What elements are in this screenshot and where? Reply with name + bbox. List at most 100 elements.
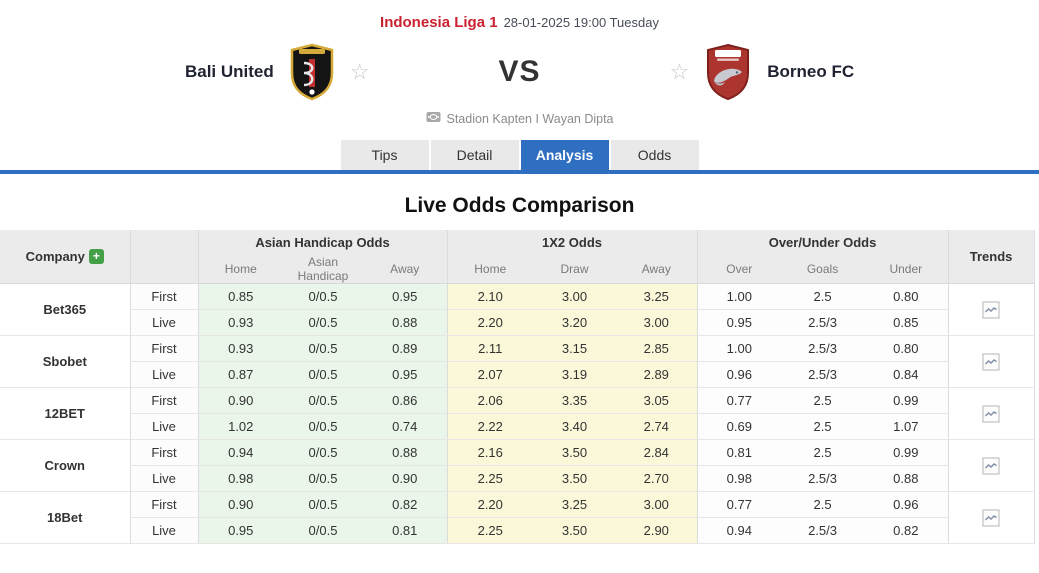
x12-home-odds: 2.06 xyxy=(446,387,533,414)
odds-row-bet365-live: Live 0.93 0/0.5 0.88 2.20 3.20 3.00 0.95 2.5/3 0.… xyxy=(0,309,1034,336)
odds-row-18bet-live: Live 0.95 0/0.5 0.81 2.25 3.50 2.90 0.94 2.5/3 0.… xyxy=(0,517,1034,544)
ou-goals: 2.5/3 xyxy=(781,309,865,336)
x12-home-header: Home xyxy=(446,255,533,284)
x12-away-odds: 2.84 xyxy=(616,439,698,466)
ou-under-odds: 0.85 xyxy=(864,309,949,336)
stadium-icon xyxy=(426,111,441,126)
trends-cell[interactable] xyxy=(947,283,1035,336)
ou-goals: 2.5/3 xyxy=(781,361,865,388)
ah-handicap: 0/0.5 xyxy=(283,491,363,518)
tab-detail[interactable]: Detail xyxy=(430,140,519,170)
row-type-label: First xyxy=(129,387,198,414)
company-name[interactable]: Bet365 xyxy=(0,283,130,336)
x12-draw-odds: 3.50 xyxy=(533,517,616,544)
ah-home-odds: 1.02 xyxy=(197,413,283,440)
ah-handicap: 0/0.5 xyxy=(283,335,363,362)
ou-goals: 2.5/3 xyxy=(781,517,865,544)
tab-analysis[interactable]: Analysis xyxy=(520,140,609,170)
home-favorite-star-icon[interactable]: ☆ xyxy=(349,59,370,84)
ou-over-odds: 0.77 xyxy=(696,387,782,414)
company-name[interactable]: Crown xyxy=(0,439,130,492)
ou-over-odds: 0.94 xyxy=(696,517,782,544)
ou-over-odds: 1.00 xyxy=(696,335,782,362)
company-column-header: Company + xyxy=(0,230,130,284)
ah-home-odds: 0.93 xyxy=(197,335,283,362)
trends-chart-icon[interactable] xyxy=(982,457,1000,475)
x12-away-odds: 2.90 xyxy=(616,517,698,544)
x12-away-odds: 2.70 xyxy=(616,465,698,492)
ah-home-odds: 0.90 xyxy=(197,491,283,518)
x12-away-odds: 3.25 xyxy=(616,283,698,310)
x12-draw-odds: 3.25 xyxy=(533,491,616,518)
ou-over-header: Over xyxy=(696,255,782,284)
1x2-group-header: 1X2 Odds xyxy=(446,230,698,255)
x12-home-odds: 2.20 xyxy=(446,309,533,336)
company-name[interactable]: Sbobet xyxy=(0,335,130,388)
trends-chart-icon[interactable] xyxy=(982,353,1000,371)
x12-draw-odds: 3.50 xyxy=(533,439,616,466)
odds-row-18bet-first: 18Bet First 0.90 0/0.5 0.82 2.20 3.25 3.00 0.77 2… xyxy=(0,491,1035,544)
row-type-label: First xyxy=(129,335,198,362)
ah-away-odds: 0.81 xyxy=(363,517,447,544)
league-name[interactable]: Indonesia Liga 1 xyxy=(380,14,498,31)
trends-cell[interactable] xyxy=(947,491,1035,544)
x12-home-odds: 2.25 xyxy=(446,517,533,544)
ou-over-odds: 0.95 xyxy=(696,309,782,336)
ou-under-odds: 1.07 xyxy=(864,413,949,440)
x12-away-odds: 3.00 xyxy=(616,309,698,336)
row-type-label: First xyxy=(129,283,198,310)
row-type-label: First xyxy=(129,439,198,466)
stadium-name: Stadion Kapten I Wayan Dipta xyxy=(446,111,614,126)
odds-row-crown-live: Live 0.98 0/0.5 0.90 2.25 3.50 2.70 0.98 2.5/3 0.… xyxy=(0,465,1034,492)
x12-away-header: Away xyxy=(616,255,698,284)
ou-goals: 2.5 xyxy=(781,413,865,440)
ah-handicap: 0/0.5 xyxy=(283,517,363,544)
trends-cell[interactable] xyxy=(947,335,1035,388)
ah-away-odds: 0.90 xyxy=(363,465,447,492)
tab-tips[interactable]: Tips xyxy=(340,140,429,170)
x12-away-odds: 2.85 xyxy=(616,335,698,362)
match-header: Indonesia Liga 1 28-01-2025 19:00 Tuesday xyxy=(0,0,1039,31)
x12-home-odds: 2.25 xyxy=(446,465,533,492)
home-team-name[interactable]: Bali United xyxy=(184,62,274,81)
trends-cell[interactable] xyxy=(947,387,1035,440)
trends-chart-icon[interactable] xyxy=(982,301,1000,319)
ah-handicap: 0/0.5 xyxy=(283,283,363,310)
ou-over-odds: 0.96 xyxy=(696,361,782,388)
odds-row-12bet-live: Live 1.02 0/0.5 0.74 2.22 3.40 2.74 0.69 2.5 1.07 xyxy=(0,413,1034,440)
ah-handicap: 0/0.5 xyxy=(283,387,363,414)
ah-handicap: 0/0.5 xyxy=(283,465,363,492)
x12-home-odds: 2.22 xyxy=(446,413,533,440)
home-team-logo xyxy=(289,43,335,101)
x12-away-odds: 2.74 xyxy=(616,413,698,440)
odds-row-sbobet-live: Live 0.87 0/0.5 0.95 2.07 3.19 2.89 0.96 2.5/3 0.… xyxy=(0,361,1034,388)
x12-away-odds: 3.05 xyxy=(616,387,698,414)
ou-under-odds: 0.99 xyxy=(864,439,949,466)
trends-chart-icon[interactable] xyxy=(982,405,1000,423)
ou-goals: 2.5/3 xyxy=(781,465,865,492)
ou-over-odds: 1.00 xyxy=(696,283,782,310)
tab-odds[interactable]: Odds xyxy=(610,140,699,170)
trends-chart-icon[interactable] xyxy=(982,509,1000,527)
add-company-button[interactable]: + xyxy=(88,249,104,264)
tab-underline xyxy=(0,170,1039,174)
away-favorite-star-icon[interactable]: ☆ xyxy=(669,59,690,84)
vs-label: VS xyxy=(498,55,541,88)
ou-under-odds: 0.80 xyxy=(864,283,949,310)
x12-away-odds: 3.00 xyxy=(616,491,698,518)
company-name[interactable]: 12BET xyxy=(0,387,130,440)
company-name[interactable]: 18Bet xyxy=(0,491,130,544)
ou-goals: 2.5/3 xyxy=(781,335,865,362)
x12-home-odds: 2.11 xyxy=(446,335,533,362)
section-title: Live Odds Comparison xyxy=(404,194,635,217)
row-type-label: Live xyxy=(129,309,198,336)
away-team-name[interactable]: Borneo FC xyxy=(767,62,855,81)
x12-away-odds: 2.89 xyxy=(616,361,698,388)
ou-under-odds: 0.96 xyxy=(864,491,949,518)
row-type-label: Live xyxy=(129,361,198,388)
row-type-column-header xyxy=(129,230,198,284)
trends-cell[interactable] xyxy=(947,439,1035,492)
ah-away-odds: 0.82 xyxy=(363,491,447,518)
ou-under-odds: 0.99 xyxy=(864,387,949,414)
x12-draw-header: Draw xyxy=(533,255,616,284)
